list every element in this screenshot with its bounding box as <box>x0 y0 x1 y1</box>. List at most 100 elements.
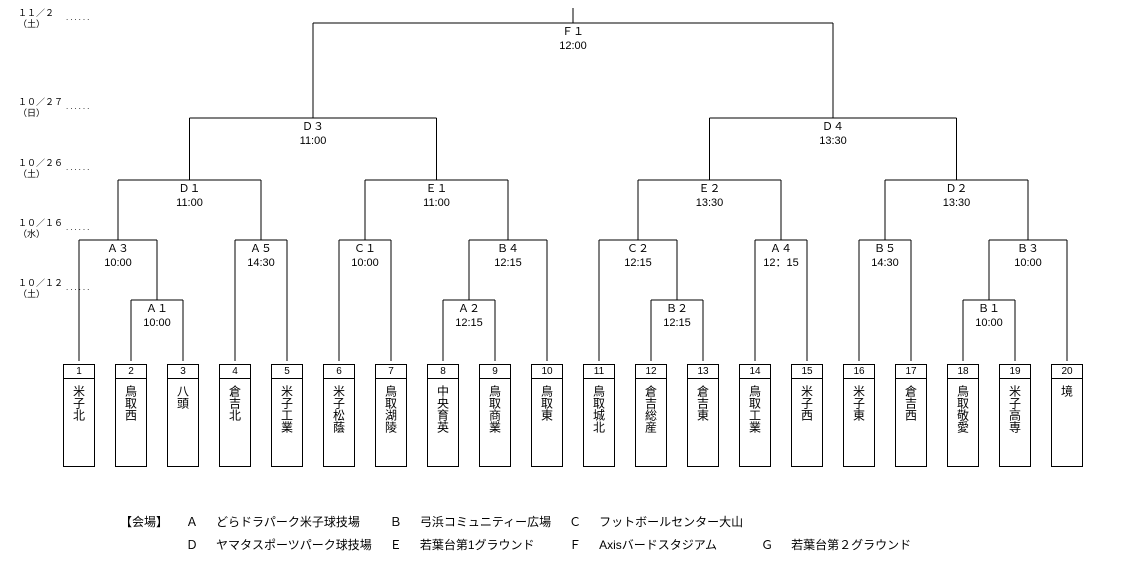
team-name: 境 <box>1051 379 1083 467</box>
team-number: 2 <box>115 364 147 379</box>
team-number: 18 <box>947 364 979 379</box>
match-code: Ｄ１ <box>166 182 214 196</box>
match-code: Ｂ２ <box>653 302 701 316</box>
venues-legend: 【会場】 Ａ どらドラパーク米子球技場 Ｂ 弓浜コミュニティー広場 Ｃ フットボ… <box>110 510 921 559</box>
match-label: Ｃ２12:15 <box>614 242 662 271</box>
match-time: 11:00 <box>289 134 337 148</box>
team-number: 14 <box>739 364 771 379</box>
team-name: 米子工業 <box>271 379 303 467</box>
team-name: 米子東 <box>843 379 875 467</box>
team-name: 鳥取東 <box>531 379 563 467</box>
team-name: 倉吉北 <box>219 379 251 467</box>
match-label: Ｄ４13:30 <box>809 120 857 149</box>
match-time: 11:00 <box>413 196 461 210</box>
team-name: 鳥取敬愛 <box>947 379 979 467</box>
venue-code: Ｅ <box>382 535 410 557</box>
match-label: Ｂ１10:00 <box>965 302 1013 331</box>
venue-code: Ａ <box>178 512 206 534</box>
venue-name: どらドラパーク米子球技場 <box>208 512 380 534</box>
venue-name: フットボールセンター大山 <box>591 512 751 534</box>
team: 11鳥取城北 <box>583 364 615 467</box>
match-code: Ｂ１ <box>965 302 1013 316</box>
team-number: 1 <box>63 364 95 379</box>
team: 16米子東 <box>843 364 875 467</box>
match-code: Ｄ２ <box>933 182 981 196</box>
match-label: Ａ２12:15 <box>445 302 493 331</box>
team: 3八頭 <box>167 364 199 467</box>
team-name: 倉吉総産 <box>635 379 667 467</box>
match-code: Ｅ２ <box>686 182 734 196</box>
venue-name: Axisバードスタジアム <box>591 535 751 557</box>
match-label: Ｅ２13:30 <box>686 182 734 211</box>
match-time: 13:30 <box>933 196 981 210</box>
match-code: Ａ１ <box>133 302 181 316</box>
team-name: 八頭 <box>167 379 199 467</box>
venue-code: Ｂ <box>382 512 410 534</box>
match-code: Ｅ１ <box>413 182 461 196</box>
team-number: 15 <box>791 364 823 379</box>
match-label: Ｂ５14:30 <box>861 242 909 271</box>
venue-code: Ｇ <box>753 535 781 557</box>
team: 20境 <box>1051 364 1083 467</box>
match-time: 10:00 <box>133 316 181 330</box>
team-number: 9 <box>479 364 511 379</box>
match-code: Ｆ１ <box>549 25 597 39</box>
team-number: 6 <box>323 364 355 379</box>
team-name: 鳥取湖陵 <box>375 379 407 467</box>
team-name: 鳥取西 <box>115 379 147 467</box>
team-name: 米子高専 <box>999 379 1031 467</box>
team: 14鳥取工業 <box>739 364 771 467</box>
team-name: 鳥取工業 <box>739 379 771 467</box>
team: 13倉吉東 <box>687 364 719 467</box>
match-time: 11:00 <box>166 196 214 210</box>
team: 10鳥取東 <box>531 364 563 467</box>
team: 17倉吉西 <box>895 364 927 467</box>
match-time: 13:30 <box>686 196 734 210</box>
venues-label: 【会場】 <box>112 512 176 534</box>
team-number: 5 <box>271 364 303 379</box>
match-time: 10:00 <box>965 316 1013 330</box>
team-name: 米子北 <box>63 379 95 467</box>
match-code: Ｂ３ <box>1004 242 1052 256</box>
team: 19米子高専 <box>999 364 1031 467</box>
match-label: Ａ５14:30 <box>237 242 285 271</box>
match-code: Ｃ２ <box>614 242 662 256</box>
venue-name: ヤマタスポーツパーク球技場 <box>208 535 380 557</box>
match-time: 14:30 <box>861 256 909 270</box>
match-code: Ａ４ <box>757 242 805 256</box>
team-name: 鳥取商業 <box>479 379 511 467</box>
match-time: 10:00 <box>94 256 142 270</box>
team-name: 米子西 <box>791 379 823 467</box>
team: 6米子松蔭 <box>323 364 355 467</box>
match-code: Ａ３ <box>94 242 142 256</box>
match-time: 12:15 <box>484 256 532 270</box>
team: 15米子西 <box>791 364 823 467</box>
team-number: 8 <box>427 364 459 379</box>
match-code: Ａ２ <box>445 302 493 316</box>
team: 12倉吉総産 <box>635 364 667 467</box>
team-name: 倉吉西 <box>895 379 927 467</box>
team-name: 鳥取城北 <box>583 379 615 467</box>
team: 1米子北 <box>63 364 95 467</box>
team-number: 12 <box>635 364 667 379</box>
match-time: 12:15 <box>653 316 701 330</box>
team: 9鳥取商業 <box>479 364 511 467</box>
match-label: Ｄ１11:00 <box>166 182 214 211</box>
match-time: 12:15 <box>445 316 493 330</box>
match-time: 14:30 <box>237 256 285 270</box>
match-code: Ａ５ <box>237 242 285 256</box>
team-name: 中央育英 <box>427 379 459 467</box>
team-number: 11 <box>583 364 615 379</box>
team-number: 4 <box>219 364 251 379</box>
team-number: 3 <box>167 364 199 379</box>
venue-code: Ｄ <box>178 535 206 557</box>
match-label: Ｄ３11:00 <box>289 120 337 149</box>
match-label: Ｂ２12:15 <box>653 302 701 331</box>
venue-name: 弓浜コミュニティー広場 <box>412 512 559 534</box>
team-number: 16 <box>843 364 875 379</box>
match-code: Ｄ３ <box>289 120 337 134</box>
team-number: 13 <box>687 364 719 379</box>
team-name: 米子松蔭 <box>323 379 355 467</box>
team-number: 17 <box>895 364 927 379</box>
team-number: 20 <box>1051 364 1083 379</box>
